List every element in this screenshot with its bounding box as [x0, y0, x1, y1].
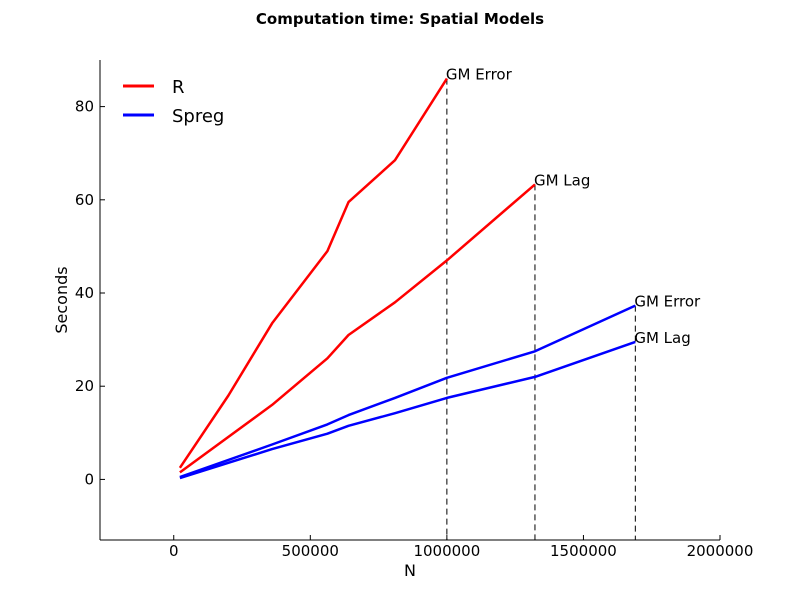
legend-label-spreg: Spreg: [172, 106, 224, 127]
y-axis-label: Seconds: [52, 266, 71, 333]
series-line-r-gm-lag: [179, 183, 536, 474]
annotations: GM Error GM Lag GM Error GM Lag: [446, 66, 701, 347]
y-ticks: 0 20 40 60 80: [75, 98, 105, 488]
x-tick-label-2: 1000000: [413, 542, 480, 560]
x-tick-label-3: 1500000: [550, 542, 617, 560]
plot-area: 0 500000 1000000 1500000 2000000 0 20 40 60 80 G…: [75, 60, 753, 560]
series-line-spreg-gm-lag: [179, 340, 636, 480]
annotation-label-0: GM Error: [446, 66, 513, 84]
series-line-r-gm-error: [178, 77, 448, 469]
series-lines: [178, 77, 636, 480]
y-tick-label-1: 20: [75, 377, 94, 395]
legend-label-r: R: [172, 77, 185, 98]
x-tick-label-1: 500000: [282, 542, 339, 560]
x-tick-label-4: 2000000: [687, 542, 754, 560]
y-tick-label-3: 60: [75, 191, 94, 209]
y-tick-label-2: 40: [75, 284, 94, 302]
chart-title: Computation time: Spatial Models: [256, 10, 544, 28]
annotation-label-1: GM Lag: [534, 171, 590, 189]
x-axis-label: N: [404, 561, 416, 580]
y-tick-label-4: 80: [75, 98, 94, 116]
vertical-markers: [446, 78, 636, 540]
legend: R Spreg: [123, 77, 224, 127]
x-ticks: 0 500000 1000000 1500000 2000000: [169, 535, 753, 560]
annotation-label-2: GM Error: [634, 293, 701, 311]
y-tick-label-0: 0: [84, 470, 94, 488]
series-line-spreg-gm-error: [179, 304, 636, 479]
x-tick-label-0: 0: [169, 542, 179, 560]
annotation-label-3: GM Lag: [634, 329, 690, 347]
